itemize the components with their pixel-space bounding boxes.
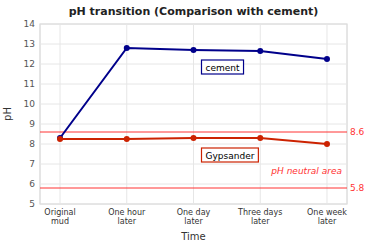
x-tick-label-line: later [318, 217, 337, 226]
x-tick-label: Three dayslater [237, 208, 282, 226]
x-tick-label-line: One week [307, 208, 347, 217]
x-axis-label: Time [180, 231, 205, 242]
series-label: Gypsander [202, 148, 259, 162]
x-tick-label: One daylater [177, 208, 211, 226]
annotation: pH neutral area [270, 166, 342, 176]
series-point [324, 56, 330, 62]
series-group [57, 45, 330, 147]
y-tick-label: 7 [29, 159, 35, 169]
series-label-box [202, 148, 259, 162]
series-point [191, 135, 197, 141]
x-tick-label-line: later [184, 217, 203, 226]
reference-lines [40, 132, 347, 188]
y-axis-label: pH [2, 107, 13, 121]
y-tick-label: 11 [24, 79, 35, 89]
y-tick-label: 9 [29, 119, 35, 129]
series-point [257, 48, 263, 54]
reference-label: 8.6 [350, 127, 365, 137]
series-line [60, 48, 327, 138]
x-tick-label-line: One hour [108, 208, 146, 217]
x-tick-label-line: later [118, 217, 137, 226]
series-point [124, 45, 130, 51]
y-tick-label: 5 [29, 199, 35, 209]
series-label: cement [202, 60, 244, 74]
series-point [324, 141, 330, 147]
reference-line [40, 132, 347, 133]
x-tick-label-line: Three days [237, 208, 282, 217]
series-point [57, 136, 63, 142]
series-point [57, 135, 63, 141]
series-point [124, 136, 130, 142]
chart: 567891011121314OriginalmudOne hourlaterO… [0, 0, 373, 244]
x-tick-label-line: One day [177, 208, 211, 217]
y-tick-label: 14 [24, 19, 36, 29]
series-label-text: Gypsander [206, 151, 255, 161]
reference-label: 5.8 [350, 183, 365, 193]
plot-frame [40, 24, 347, 204]
series-label-text: cement [206, 63, 240, 73]
grid-line [60, 24, 61, 204]
y-tick-label: 8 [29, 139, 35, 149]
series-label-box [202, 60, 244, 74]
title: pH transition (Comparison with cement) [69, 5, 319, 18]
y-tick-label: 6 [29, 179, 35, 189]
x-tick-label-line: Original [44, 208, 75, 217]
series-point [191, 47, 197, 53]
grid-line [326, 24, 327, 204]
y-tick-label: 13 [24, 39, 35, 49]
x-tick-label: One weeklater [307, 208, 347, 226]
x-tick-label: One hourlater [108, 208, 146, 226]
x-tick-label: Originalmud [44, 208, 75, 226]
y-tick-label: 10 [24, 99, 36, 109]
reference-line [40, 188, 347, 189]
y-tick-label: 12 [24, 59, 35, 69]
x-tick-label-line: later [251, 217, 270, 226]
x-tick-label-line: mud [51, 217, 69, 226]
series-point [257, 135, 263, 141]
